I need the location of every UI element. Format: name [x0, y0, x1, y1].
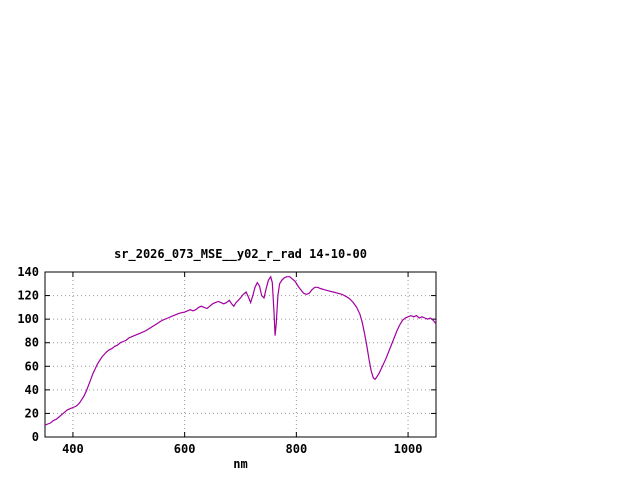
y-tick-label: 80	[25, 336, 39, 350]
y-tick-label: 40	[25, 383, 39, 397]
plot-title: sr_2026_073_MSE__y02_r_rad 14-10-00	[114, 247, 367, 262]
x-tick-label: 400	[62, 442, 84, 456]
plot-border	[44, 271, 437, 438]
y-tick-label: 60	[25, 359, 39, 373]
y-tick-label: 0	[32, 430, 39, 444]
y-tick-label: 100	[17, 312, 39, 326]
y-tick-label: 20	[25, 406, 39, 420]
tick-labels: 400 600 800 1000 0 20 40 60 80 100 120 140	[17, 265, 422, 456]
spectral-line	[44, 275, 437, 426]
x-tick-label: 800	[286, 442, 308, 456]
y-tick-label: 120	[17, 289, 39, 303]
y-tick-label: 140	[17, 265, 39, 279]
x-tick-label: 1000	[394, 442, 423, 456]
x-tick-label: 600	[174, 442, 196, 456]
x-axis-label: nm	[233, 457, 247, 471]
